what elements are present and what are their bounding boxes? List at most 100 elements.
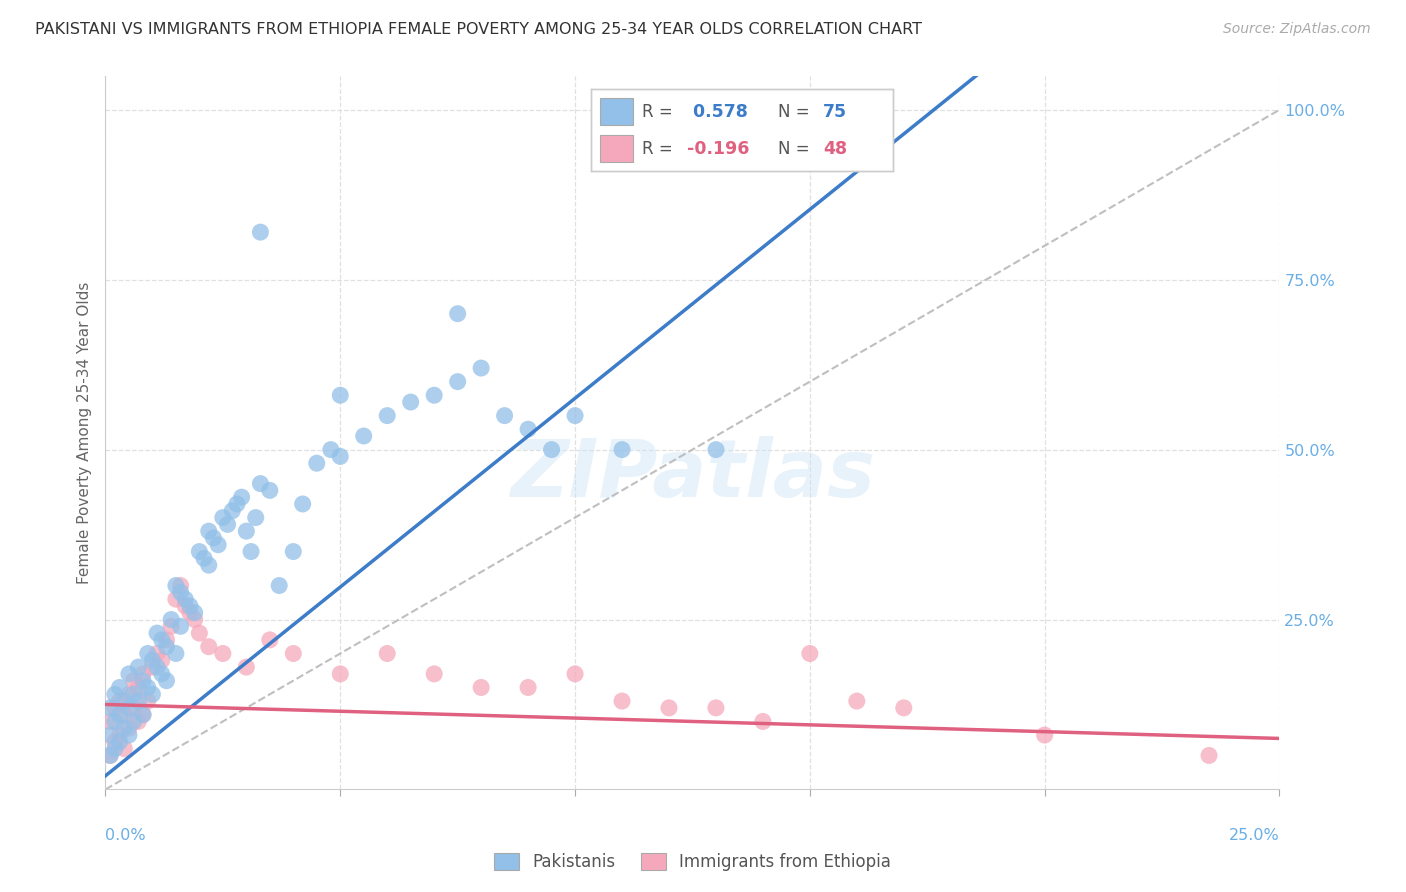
Text: 75: 75 — [824, 103, 848, 120]
Point — [231, 490, 253, 504]
Point — [127, 681, 149, 695]
Point — [845, 694, 868, 708]
Text: R =: R = — [643, 103, 678, 120]
Text: -0.196: -0.196 — [688, 140, 749, 158]
Point — [174, 592, 197, 607]
Point — [704, 701, 727, 715]
Point — [202, 531, 225, 545]
Point — [136, 694, 159, 708]
Text: Source: ZipAtlas.com: Source: ZipAtlas.com — [1223, 22, 1371, 37]
Point — [174, 599, 197, 613]
Point — [150, 666, 173, 681]
Point — [423, 666, 446, 681]
Text: PAKISTANI VS IMMIGRANTS FROM ETHIOPIA FEMALE POVERTY AMONG 25-34 YEAR OLDS CORRE: PAKISTANI VS IMMIGRANTS FROM ETHIOPIA FE… — [35, 22, 922, 37]
Point — [98, 701, 121, 715]
Point — [183, 606, 205, 620]
Point — [118, 721, 141, 735]
Point — [353, 429, 375, 443]
Point — [98, 728, 121, 742]
Point — [259, 483, 281, 498]
Point — [132, 707, 155, 722]
Point — [122, 701, 145, 715]
Point — [610, 694, 633, 708]
Point — [104, 741, 127, 756]
Point — [217, 517, 239, 532]
Point — [165, 592, 187, 607]
Y-axis label: Female Poverty Among 25-34 Year Olds: Female Poverty Among 25-34 Year Olds — [76, 282, 91, 583]
Point — [146, 660, 169, 674]
Point — [179, 606, 201, 620]
Point — [169, 585, 191, 599]
Point — [108, 681, 131, 695]
Point — [165, 578, 187, 592]
Point — [249, 225, 271, 239]
Point — [112, 741, 135, 756]
Point — [1198, 748, 1220, 763]
Point — [160, 613, 183, 627]
Point — [564, 409, 586, 423]
Point — [136, 681, 159, 695]
Point — [179, 599, 201, 613]
Point — [188, 626, 211, 640]
Point — [517, 422, 540, 436]
Point — [132, 666, 155, 681]
Point — [446, 375, 468, 389]
Legend: Pakistanis, Immigrants from Ethiopia: Pakistanis, Immigrants from Ethiopia — [488, 846, 897, 878]
Point — [108, 735, 131, 749]
Point — [893, 701, 915, 715]
Point — [118, 728, 141, 742]
Point — [269, 578, 291, 592]
Point — [283, 544, 305, 558]
Point — [305, 456, 328, 470]
Point — [423, 388, 446, 402]
Point — [291, 497, 314, 511]
Point — [127, 660, 149, 674]
Point — [141, 653, 163, 667]
Point — [104, 714, 127, 729]
Text: N =: N = — [778, 140, 815, 158]
Point — [108, 707, 131, 722]
Point — [197, 558, 219, 573]
Point — [127, 714, 149, 729]
Point — [375, 409, 398, 423]
Text: ZIPatlas: ZIPatlas — [510, 436, 875, 515]
Point — [1033, 728, 1056, 742]
Point — [108, 728, 131, 742]
Point — [799, 647, 821, 661]
Point — [221, 504, 243, 518]
Point — [235, 524, 257, 538]
Point — [122, 714, 145, 729]
Point — [240, 544, 263, 558]
Point — [122, 687, 145, 701]
Point — [329, 450, 352, 464]
Point — [132, 673, 155, 688]
Point — [98, 748, 121, 763]
Point — [118, 666, 141, 681]
Point — [155, 632, 177, 647]
Point — [155, 640, 177, 654]
Point — [98, 714, 121, 729]
Point — [141, 660, 163, 674]
Point — [207, 538, 229, 552]
Point — [517, 681, 540, 695]
Point — [470, 361, 492, 376]
Point — [146, 647, 169, 661]
Point — [118, 701, 141, 715]
Point — [319, 442, 342, 457]
Point — [446, 307, 468, 321]
Point — [150, 632, 173, 647]
Text: 25.0%: 25.0% — [1229, 828, 1279, 843]
Point — [118, 687, 141, 701]
Bar — [599, 136, 633, 162]
Point — [540, 442, 562, 457]
Point — [235, 660, 257, 674]
Point — [108, 694, 131, 708]
Point — [183, 613, 205, 627]
Point — [249, 476, 271, 491]
Text: N =: N = — [778, 103, 815, 120]
Point — [141, 687, 163, 701]
Point — [704, 442, 727, 457]
Point — [564, 666, 586, 681]
Point — [112, 694, 135, 708]
Point — [146, 626, 169, 640]
